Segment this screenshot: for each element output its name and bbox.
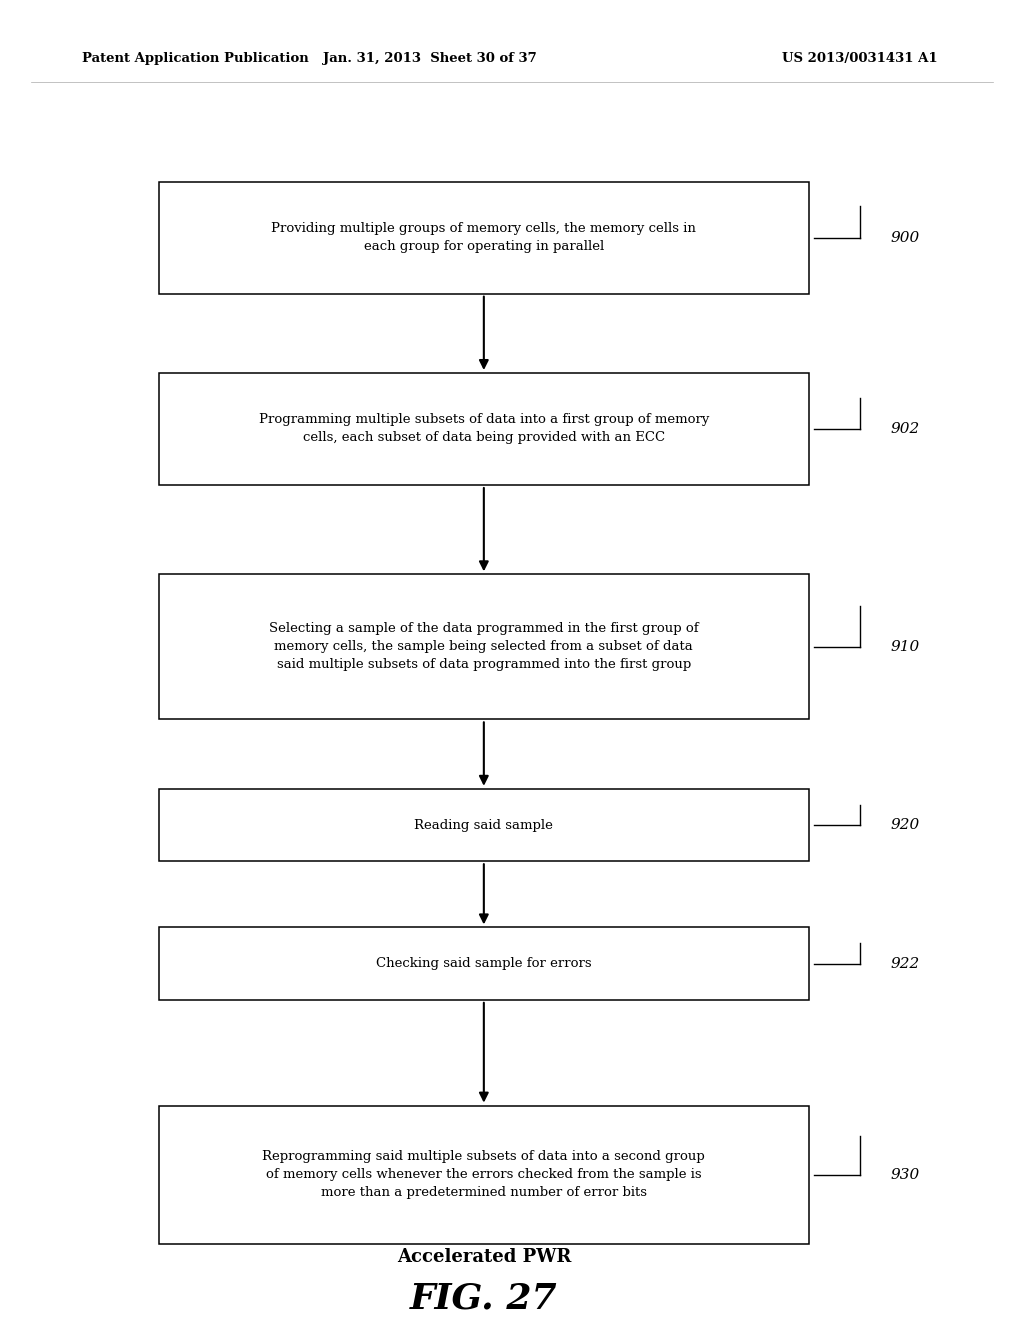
Bar: [159, 789, 809, 862]
Text: 920: 920: [891, 818, 921, 832]
Text: Providing multiple groups of memory cells, the memory cells in
each group for op: Providing multiple groups of memory cell…: [271, 222, 696, 253]
Text: Reading said sample: Reading said sample: [415, 818, 553, 832]
Bar: [159, 1105, 809, 1243]
Text: Checking said sample for errors: Checking said sample for errors: [376, 957, 592, 970]
Bar: [159, 372, 809, 484]
Bar: [159, 927, 809, 1001]
Text: Patent Application Publication: Patent Application Publication: [82, 51, 308, 65]
Text: US 2013/0031431 A1: US 2013/0031431 A1: [782, 51, 938, 65]
Text: Accelerated PWR: Accelerated PWR: [396, 1247, 571, 1266]
Text: Reprogramming said multiple subsets of data into a second group
of memory cells : Reprogramming said multiple subsets of d…: [262, 1150, 706, 1200]
Text: Selecting a sample of the data programmed in the first group of
memory cells, th: Selecting a sample of the data programme…: [269, 622, 698, 672]
Text: 902: 902: [891, 422, 921, 436]
Text: Jan. 31, 2013  Sheet 30 of 37: Jan. 31, 2013 Sheet 30 of 37: [324, 51, 537, 65]
Bar: [159, 574, 809, 719]
Text: FIG. 27: FIG. 27: [410, 1282, 558, 1316]
Bar: [159, 181, 809, 294]
Text: Programming multiple subsets of data into a first group of memory
cells, each su: Programming multiple subsets of data int…: [259, 413, 709, 445]
Text: 900: 900: [891, 231, 921, 244]
Text: 930: 930: [891, 1168, 921, 1181]
Text: 922: 922: [891, 957, 921, 970]
Text: 910: 910: [891, 640, 921, 653]
